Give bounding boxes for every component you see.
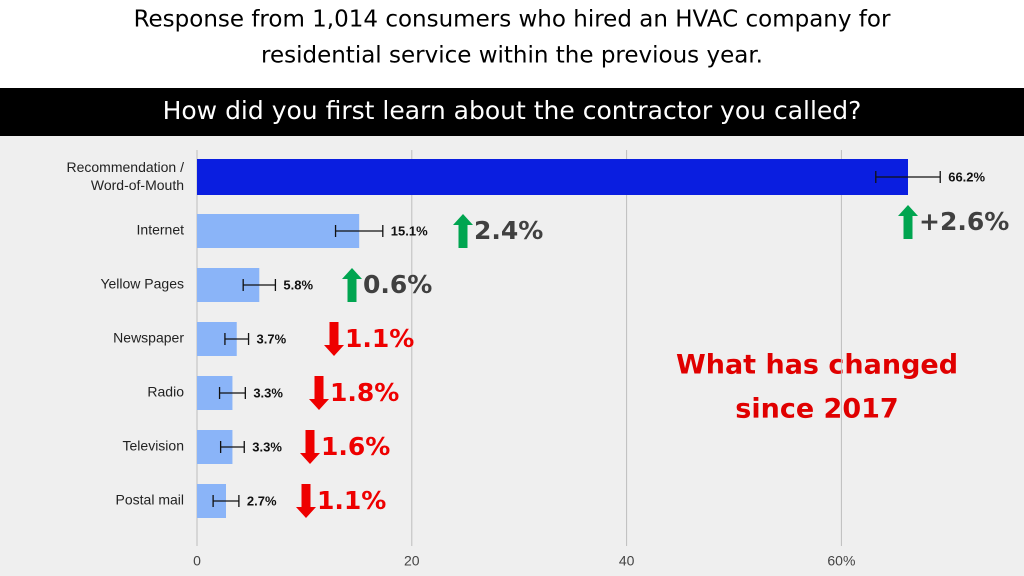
change-label: 0.6% (363, 270, 432, 299)
change-label: +2.6% (919, 207, 1009, 236)
title-line: residential service within the previous … (261, 43, 763, 69)
error-bar (218, 387, 246, 399)
category-label: Internet (137, 222, 185, 238)
change-label: 2.4% (474, 216, 543, 245)
annotation: What has changed (676, 350, 958, 381)
up-arrow (453, 214, 473, 248)
value-label: 3.7% (257, 331, 287, 346)
value-label: 66.2% (948, 169, 985, 184)
bar (197, 214, 360, 248)
category-label: Radio (147, 384, 184, 400)
change-label: 1.8% (330, 378, 399, 407)
change-label: 1.1% (345, 324, 414, 353)
error-bar (242, 279, 277, 291)
question-banner (0, 88, 1024, 136)
x-tick-label: 40 (619, 553, 635, 569)
category-label: Recommendation / Word-of-Mouth (66, 159, 184, 193)
value-label: 3.3% (252, 439, 282, 454)
down-arrow (309, 376, 329, 410)
x-tick-label: 60% (827, 553, 855, 569)
plot-background (0, 136, 1024, 576)
annotation: since 2017 (735, 394, 898, 425)
value-label: 2.7% (247, 493, 277, 508)
down-arrow (324, 322, 344, 356)
error-bar (334, 225, 384, 237)
value-label: 3.3% (253, 385, 283, 400)
category-label: Postal mail (116, 492, 184, 508)
question: How did you first learn about the contra… (163, 96, 862, 125)
value-label: 15.1% (391, 223, 428, 238)
x-tick-label: 20 (404, 553, 420, 569)
title-line: Response from 1,014 consumers who hired … (134, 7, 891, 33)
error-bar (224, 333, 250, 345)
category-label: Newspaper (113, 330, 184, 346)
down-arrow (296, 484, 316, 518)
down-arrow (300, 430, 320, 464)
category-label: Television (123, 438, 184, 454)
change-label: 1.6% (321, 432, 390, 461)
value-label: 5.8% (283, 277, 313, 292)
up-arrow (342, 268, 362, 302)
x-tick-label: 0 (193, 553, 201, 569)
change-label: 1.1% (317, 486, 386, 515)
category-label: Yellow Pages (100, 276, 184, 292)
error-bar (875, 171, 941, 183)
up-arrow (898, 205, 918, 239)
error-bar (219, 441, 245, 453)
bar (197, 159, 909, 195)
error-bar (212, 495, 240, 507)
